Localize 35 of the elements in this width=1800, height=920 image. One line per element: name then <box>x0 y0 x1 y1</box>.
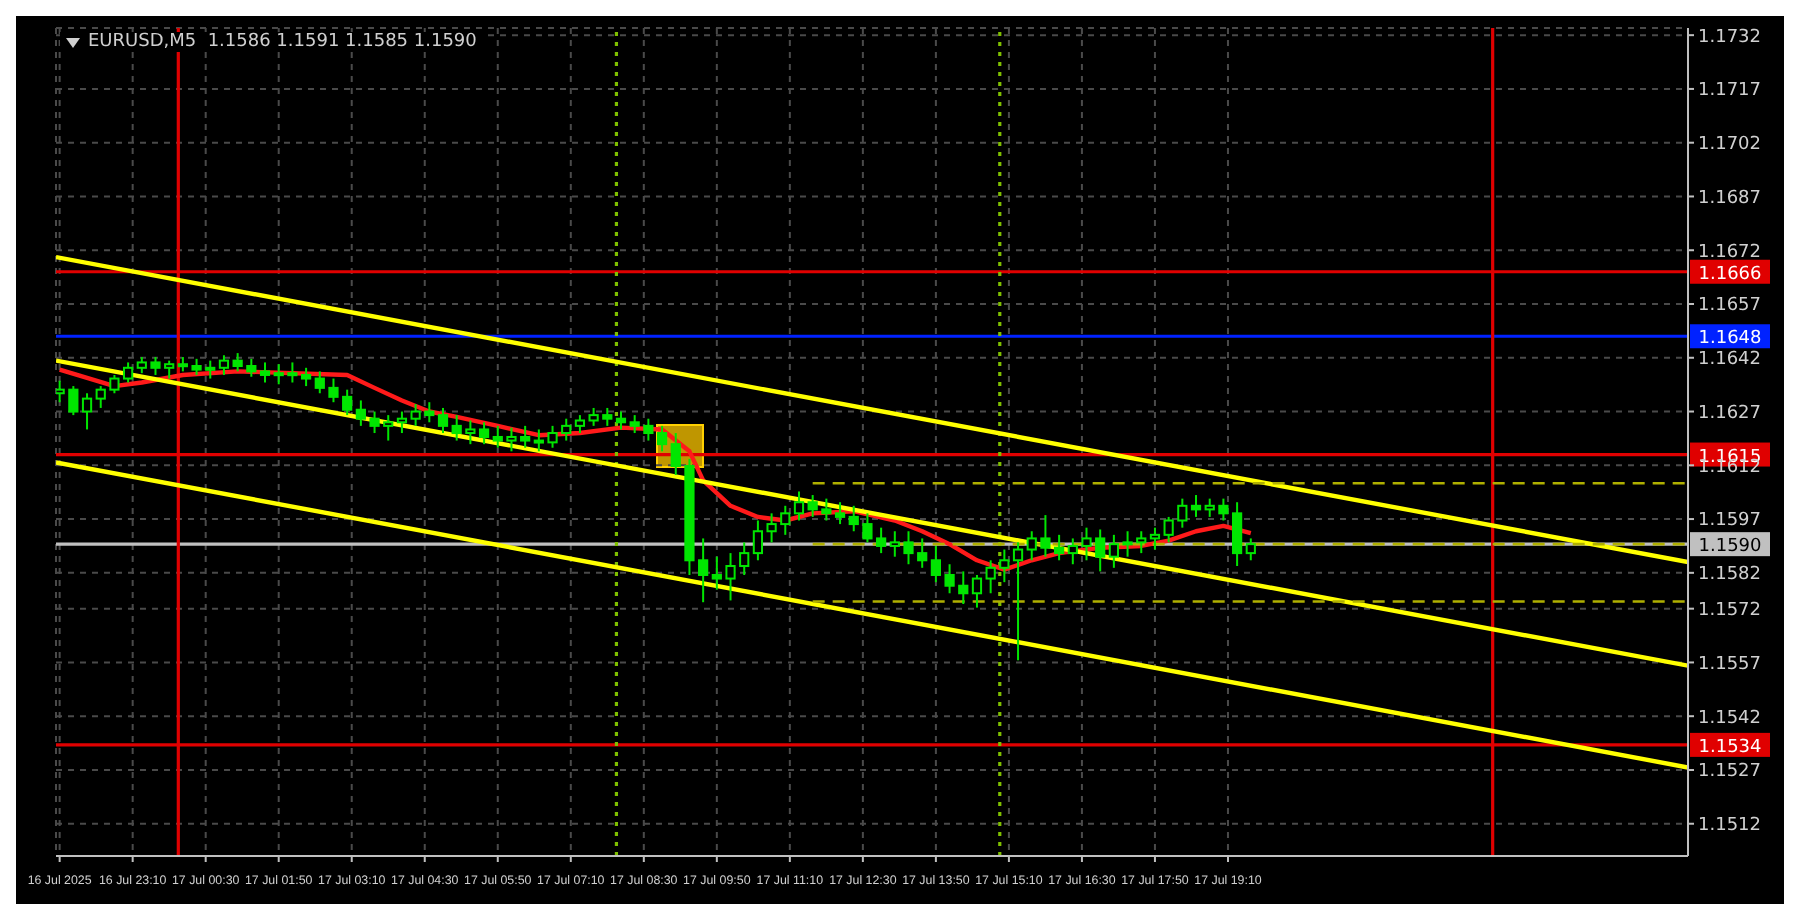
ref-line-label: 1.1666 <box>1698 264 1763 285</box>
candlestick <box>396 410 408 435</box>
candlestick <box>437 406 449 435</box>
candlestick <box>971 573 983 609</box>
candlestick <box>1190 494 1202 518</box>
y-tick-label: 1.1627 <box>1698 403 1761 424</box>
candlestick <box>259 361 271 384</box>
y-tick-label: 1.1512 <box>1698 816 1761 837</box>
candlestick <box>218 354 230 376</box>
ref-line-label: 1.1590 <box>1698 537 1763 558</box>
y-tick-label: 1.1527 <box>1698 762 1761 783</box>
y-tick-label: 1.1572 <box>1698 601 1761 622</box>
y-tick-label: 1.1582 <box>1698 565 1761 586</box>
line-series <box>57 367 1253 572</box>
y-tick-label: 1.1717 <box>1698 81 1761 102</box>
candlestick <box>1245 537 1256 562</box>
y-tick-label: 1.1702 <box>1698 135 1761 156</box>
y-tick-label: 1.1557 <box>1698 654 1761 675</box>
candlestick <box>1149 526 1161 551</box>
candlestick <box>656 424 668 453</box>
candlestick <box>478 421 490 446</box>
candlestick <box>834 501 846 526</box>
ref-line-label: 1.1648 <box>1698 329 1763 350</box>
y-tick-label: 1.1672 <box>1698 242 1761 263</box>
y-tick-label: 1.1687 <box>1698 188 1761 209</box>
y-tick-label: 1.1597 <box>1698 511 1761 532</box>
candlestick <box>81 392 93 431</box>
y-tick-label: 1.1542 <box>1698 708 1761 729</box>
chart-title: EURUSD,M5 1.1586 1.1591 1.1585 1.1590 <box>88 32 477 52</box>
ref-line-label: 1.1534 <box>1698 737 1763 758</box>
y-tick-label: 1.1732 <box>1698 27 1761 48</box>
y-tick-label: 1.1642 <box>1698 350 1761 371</box>
candlestick <box>793 490 805 522</box>
y-tick-label: 1.1657 <box>1698 296 1761 317</box>
candlestick <box>1012 541 1024 662</box>
